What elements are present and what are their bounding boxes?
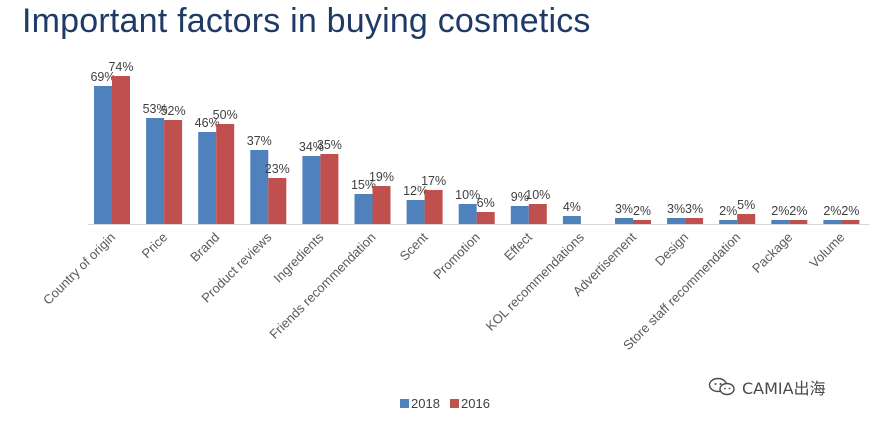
category-label-1: Price bbox=[139, 230, 171, 262]
data-label-2016-6: 17% bbox=[421, 174, 446, 188]
bar-2018-7 bbox=[458, 204, 477, 224]
bar-2018-3 bbox=[250, 150, 269, 224]
bar-2016-10 bbox=[633, 220, 651, 224]
data-label-2016-8: 10% bbox=[525, 188, 550, 202]
bar-2018-13 bbox=[771, 220, 790, 224]
data-label-2018-14: 2% bbox=[823, 204, 841, 218]
bar-2016-11 bbox=[685, 218, 704, 224]
bar-2016-3 bbox=[268, 178, 287, 224]
bar-2016-13 bbox=[789, 220, 808, 224]
bar-2018-1 bbox=[146, 118, 165, 224]
bar-2018-6 bbox=[406, 200, 425, 224]
category-label-9: KOL recommendations bbox=[483, 229, 588, 334]
category-label-4: Ingredients bbox=[270, 229, 326, 285]
category-label-8: Effect bbox=[501, 229, 535, 263]
data-label-2016-14: 2% bbox=[841, 204, 859, 218]
bar-2016-5 bbox=[372, 186, 391, 224]
chart-title: Important factors in buying cosmetics bbox=[22, 2, 591, 40]
category-label-2: Brand bbox=[187, 230, 222, 265]
data-label-2018-1: 53% bbox=[143, 102, 168, 116]
data-label-2016-4: 35% bbox=[317, 138, 342, 152]
bar-2016-12 bbox=[737, 214, 756, 224]
data-label-2018-5: 15% bbox=[351, 178, 376, 192]
legend-label-2018: 2018 bbox=[411, 396, 440, 411]
data-label-2016-7: 6% bbox=[477, 196, 495, 210]
data-label-2016-1: 52% bbox=[161, 104, 186, 118]
bar-2016-8 bbox=[528, 204, 547, 224]
data-label-2016-2: 50% bbox=[213, 108, 238, 122]
watermark: CAMIA出海 bbox=[708, 375, 826, 399]
bar-2018-5 bbox=[354, 194, 373, 224]
data-label-2018-0: 69% bbox=[90, 70, 115, 84]
bar-2016-4 bbox=[320, 154, 339, 224]
bar-2018-4 bbox=[302, 156, 321, 224]
bar-2016-7 bbox=[476, 212, 495, 224]
bar-2018-14 bbox=[823, 220, 842, 224]
category-label-14: Volume bbox=[806, 230, 847, 271]
bar-2016-14 bbox=[841, 220, 860, 224]
watermark-text: CAMIA出海 bbox=[742, 379, 826, 398]
category-label-0: Country of origin bbox=[40, 230, 118, 308]
data-label-2018-10: 3% bbox=[615, 202, 633, 216]
data-label-2016-12: 5% bbox=[737, 198, 755, 212]
wechat-icon bbox=[708, 377, 735, 396]
data-label-2018-12: 2% bbox=[719, 204, 737, 218]
data-label-2018-6: 12% bbox=[403, 184, 428, 198]
legend-swatch-2018 bbox=[400, 399, 409, 408]
data-label-2018-2: 46% bbox=[195, 116, 220, 130]
data-label-2018-3: 37% bbox=[247, 134, 272, 148]
data-label-2016-13: 2% bbox=[789, 204, 807, 218]
data-label-2018-8: 9% bbox=[511, 190, 529, 204]
data-label-2018-4: 34% bbox=[299, 140, 324, 154]
category-label-7: Promotion bbox=[430, 230, 483, 283]
data-label-2016-5: 19% bbox=[369, 170, 394, 184]
bar-2018-8 bbox=[510, 206, 529, 224]
category-label-13: Package bbox=[749, 230, 795, 276]
data-label-2018-7: 10% bbox=[455, 188, 480, 202]
data-label-2016-10: 2% bbox=[633, 204, 651, 218]
bar-2018-10 bbox=[615, 218, 633, 224]
bar-2018-9 bbox=[562, 216, 581, 224]
data-label-2016-0: 74% bbox=[108, 60, 133, 74]
bar-2018-11 bbox=[667, 218, 686, 224]
bar-2016-2 bbox=[216, 124, 235, 224]
legend-swatch-2016 bbox=[450, 399, 459, 408]
bar-2016-6 bbox=[424, 190, 443, 224]
bar-2018-12 bbox=[719, 220, 738, 224]
data-label-2018-13: 2% bbox=[771, 204, 789, 218]
bar-2018-0 bbox=[94, 86, 112, 224]
category-label-11: Design bbox=[652, 230, 691, 269]
bar-2016-0 bbox=[112, 76, 130, 224]
legend-label-2016: 2016 bbox=[461, 396, 490, 411]
category-label-5: Friends recommendation bbox=[266, 230, 378, 342]
data-label-2018-11: 3% bbox=[667, 202, 685, 216]
bar-2016-1 bbox=[164, 120, 183, 224]
data-label-2016-3: 23% bbox=[265, 162, 290, 176]
data-label-2018-9: 4% bbox=[563, 200, 581, 214]
category-label-6: Scent bbox=[397, 229, 431, 263]
bar-2018-2 bbox=[198, 132, 217, 224]
data-label-2016-11: 3% bbox=[685, 202, 703, 216]
